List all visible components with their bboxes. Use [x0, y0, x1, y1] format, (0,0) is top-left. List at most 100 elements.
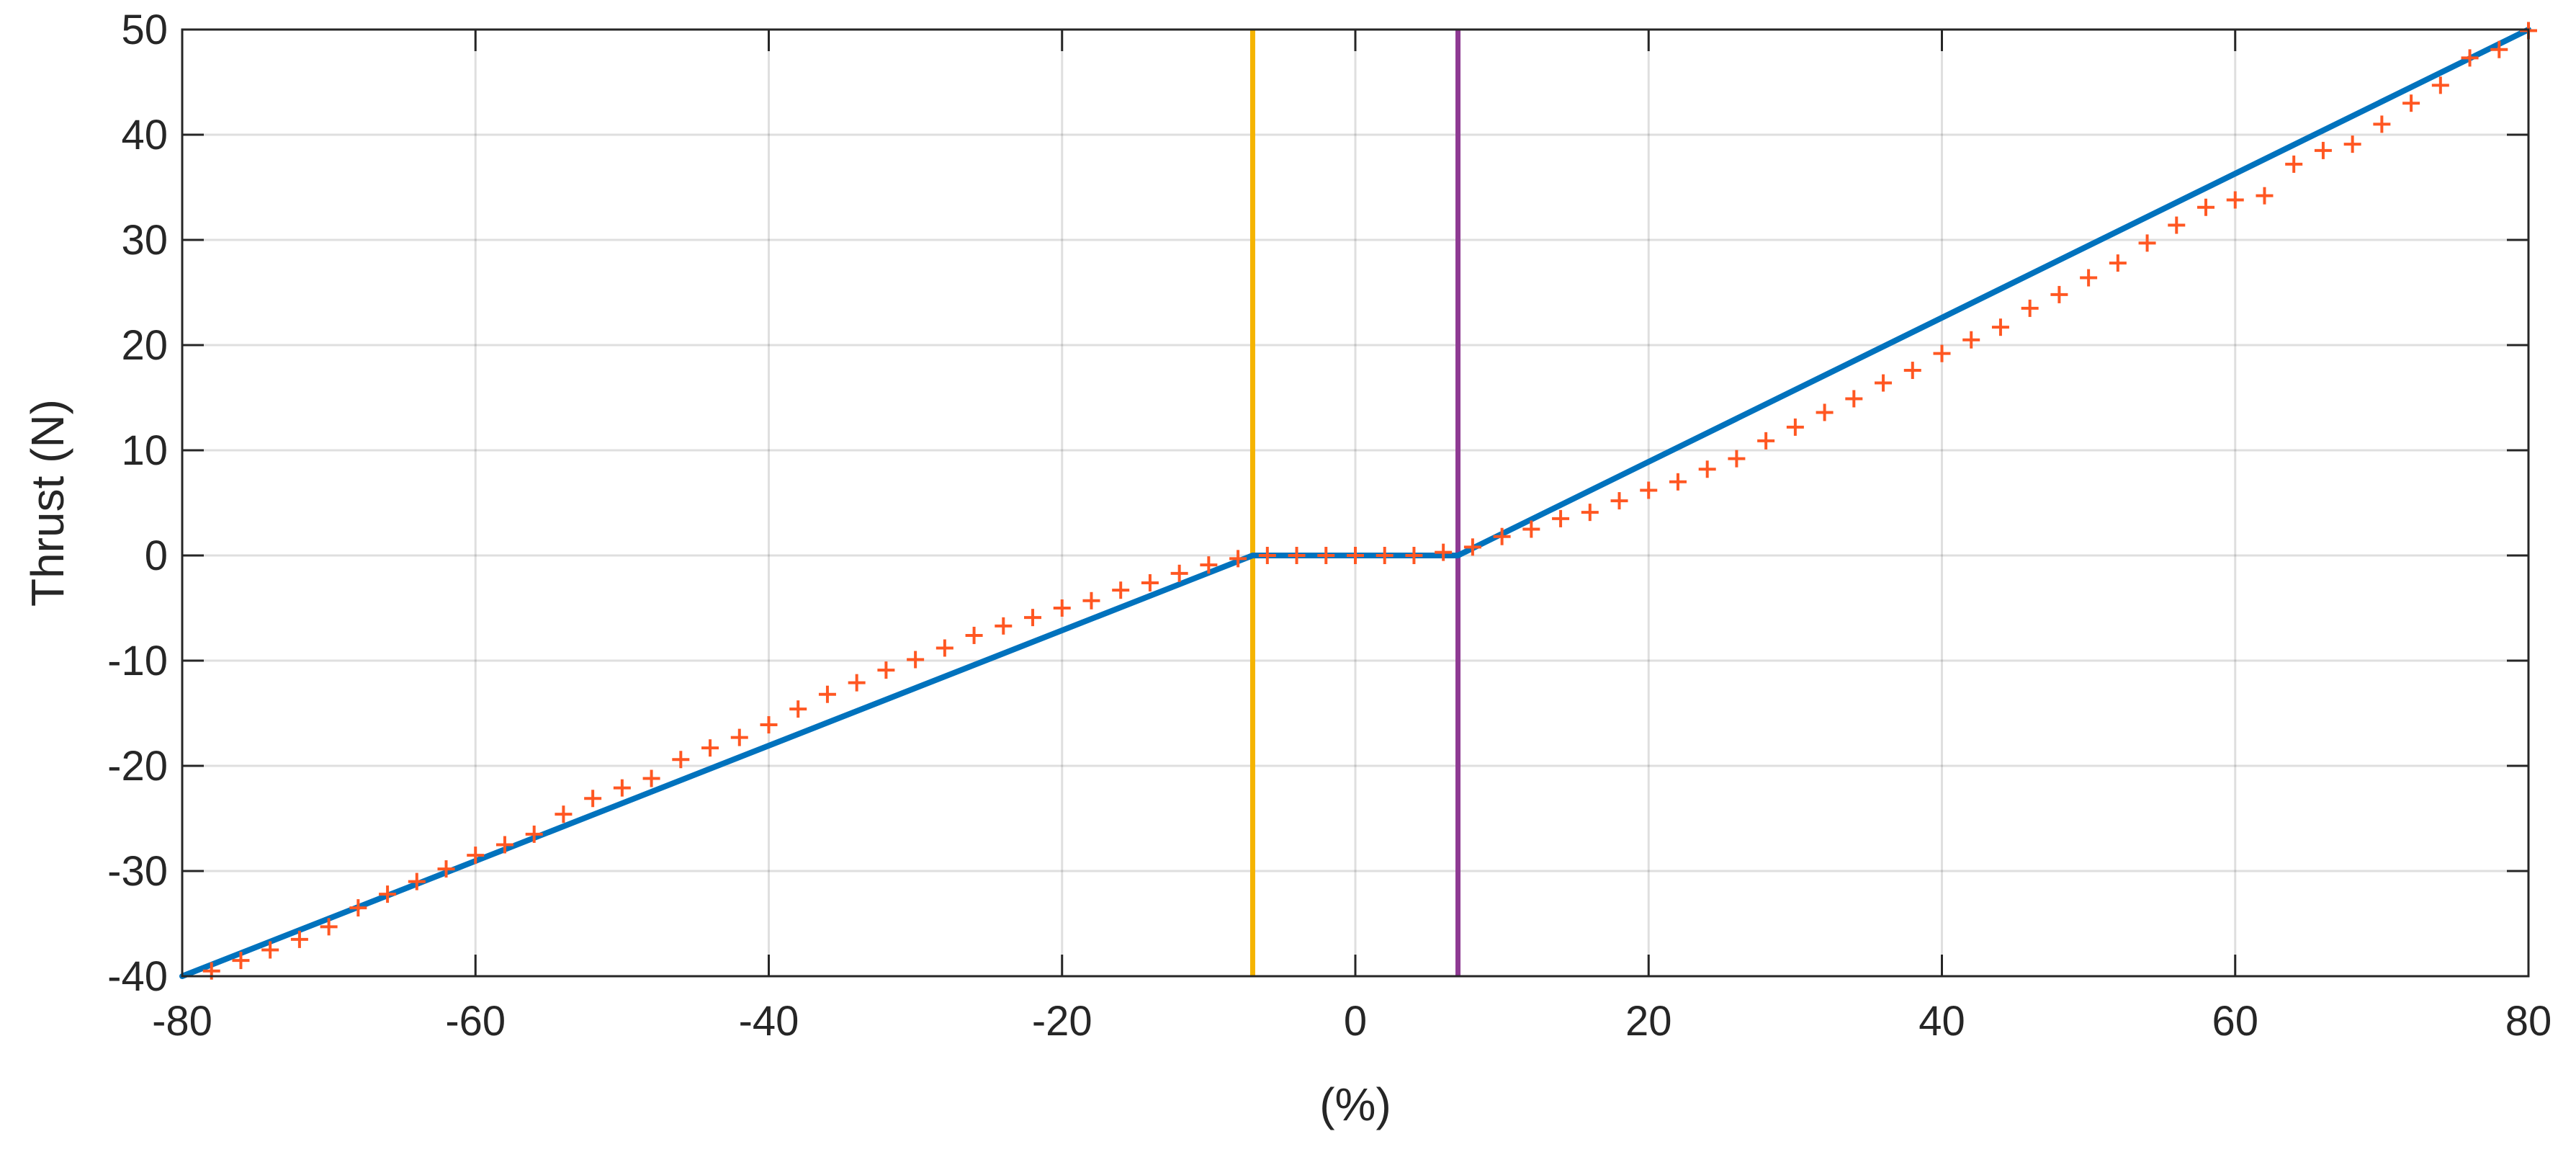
measured-point: [2021, 299, 2039, 317]
measured-point: [1317, 547, 1335, 564]
measured-point: [877, 661, 895, 679]
measured-point: [2373, 115, 2391, 133]
measured-point: [2490, 40, 2508, 58]
y-tick-label: 10: [121, 427, 168, 474]
x-tick-label: 80: [2505, 998, 2552, 1045]
measured-point: [613, 779, 631, 797]
x-tick-label: -40: [739, 998, 799, 1045]
x-tick-label: -60: [445, 998, 506, 1045]
measured-point: [701, 739, 719, 757]
measured-point: [584, 790, 602, 808]
y-tick-label: -10: [107, 638, 168, 684]
measured-point: [2314, 141, 2332, 159]
y-tick-label: -30: [107, 848, 168, 895]
measured-point: [2138, 234, 2156, 252]
measured-point: [467, 847, 485, 865]
measured-point: [525, 825, 543, 843]
measured-point: [1112, 581, 1130, 599]
measured-point: [1845, 390, 1863, 408]
measured-point: [1082, 591, 1100, 610]
measured-point: [1405, 547, 1423, 564]
x-tick-label: -80: [152, 998, 212, 1045]
measured-point: [1728, 450, 1746, 468]
y-tick-label: 0: [145, 532, 168, 579]
measured-point: [1640, 481, 1658, 499]
measured-point: [2285, 155, 2303, 173]
measured-point: [1933, 344, 1951, 362]
x-tick-label: 20: [1625, 998, 1672, 1045]
measured-point: [642, 769, 660, 787]
measured-point: [1757, 432, 1775, 450]
measured-point: [789, 700, 807, 718]
x-axis-label: (%): [1319, 1079, 1391, 1130]
measured-point: [995, 617, 1013, 635]
measured-point: [1903, 362, 1921, 380]
y-axis-label: Thrust (N): [22, 399, 73, 607]
measured-point: [379, 885, 397, 903]
measured-point: [1463, 538, 1481, 556]
y-tick-label: 30: [121, 217, 168, 264]
measured-point: [1200, 556, 1218, 574]
axis-ticks: [181, 28, 2530, 978]
x-tick-label: 0: [1344, 998, 1367, 1045]
measured-point: [1053, 599, 1071, 617]
measured-point: [290, 930, 308, 948]
measured-point: [1991, 318, 2009, 336]
measured-point: [1141, 573, 1159, 591]
measured-point: [1698, 460, 1716, 478]
measured-point: [730, 728, 748, 746]
x-tick-label: -20: [1032, 998, 1092, 1045]
measured-point: [2109, 254, 2127, 272]
measured-point: [1288, 547, 1306, 564]
measured-point: [1435, 543, 1453, 561]
measured-point: [408, 872, 426, 890]
measured-point: [261, 941, 279, 959]
measured-point: [1610, 492, 1628, 510]
measured-point: [907, 651, 925, 669]
measured-point: [1581, 504, 1599, 522]
measured-point: [2197, 198, 2215, 216]
measured-point: [1962, 331, 1980, 349]
y-tick-label: -40: [107, 953, 168, 1000]
y-tick-label: 20: [121, 322, 168, 369]
measured-point: [320, 918, 338, 936]
measured-point: [2461, 49, 2479, 67]
plot-area-background: [182, 30, 2528, 976]
measured-point: [1669, 473, 1687, 491]
measured-point: [2402, 94, 2420, 112]
measured-point: [1493, 527, 1511, 545]
measured-point: [818, 685, 836, 703]
measured-point: [848, 674, 866, 692]
measured-point: [1552, 509, 1570, 527]
measured-point: [1024, 609, 1042, 627]
measured-point: [1875, 374, 1893, 392]
measured-point: [2050, 285, 2068, 303]
measured-point: [760, 716, 778, 734]
measured-point: [1229, 550, 1247, 568]
measured-point: [1170, 564, 1188, 582]
measured-point: [1522, 520, 1540, 538]
measured-point: [555, 805, 573, 823]
x-tick-label: 60: [2212, 998, 2258, 1045]
measured-point: [935, 639, 953, 657]
measured-point: [1347, 547, 1364, 564]
tick-labels: -80 -60 -40 -20 0 20 40 60 80 -40 -30 -20 -10 0 10 20 30…: [107, 6, 2552, 1045]
measured-point: [1786, 418, 1804, 436]
measured-point: [2226, 191, 2244, 209]
measured-point: [1258, 547, 1276, 564]
measured-point: [965, 626, 983, 644]
measured-point: [2256, 187, 2274, 205]
measured-point: [1816, 403, 1834, 421]
y-tick-label: 40: [121, 112, 168, 158]
measured-point: [672, 751, 690, 769]
measured-point: [1375, 547, 1394, 564]
measured-point: [437, 860, 455, 878]
measured-point: [2080, 269, 2098, 287]
x-tick-label: 40: [1918, 998, 1965, 1045]
measured-point: [349, 899, 367, 917]
measured-point: [232, 952, 250, 970]
measured-point: [495, 836, 513, 854]
measured-point: [2343, 135, 2361, 153]
measured-point: [2431, 76, 2449, 94]
